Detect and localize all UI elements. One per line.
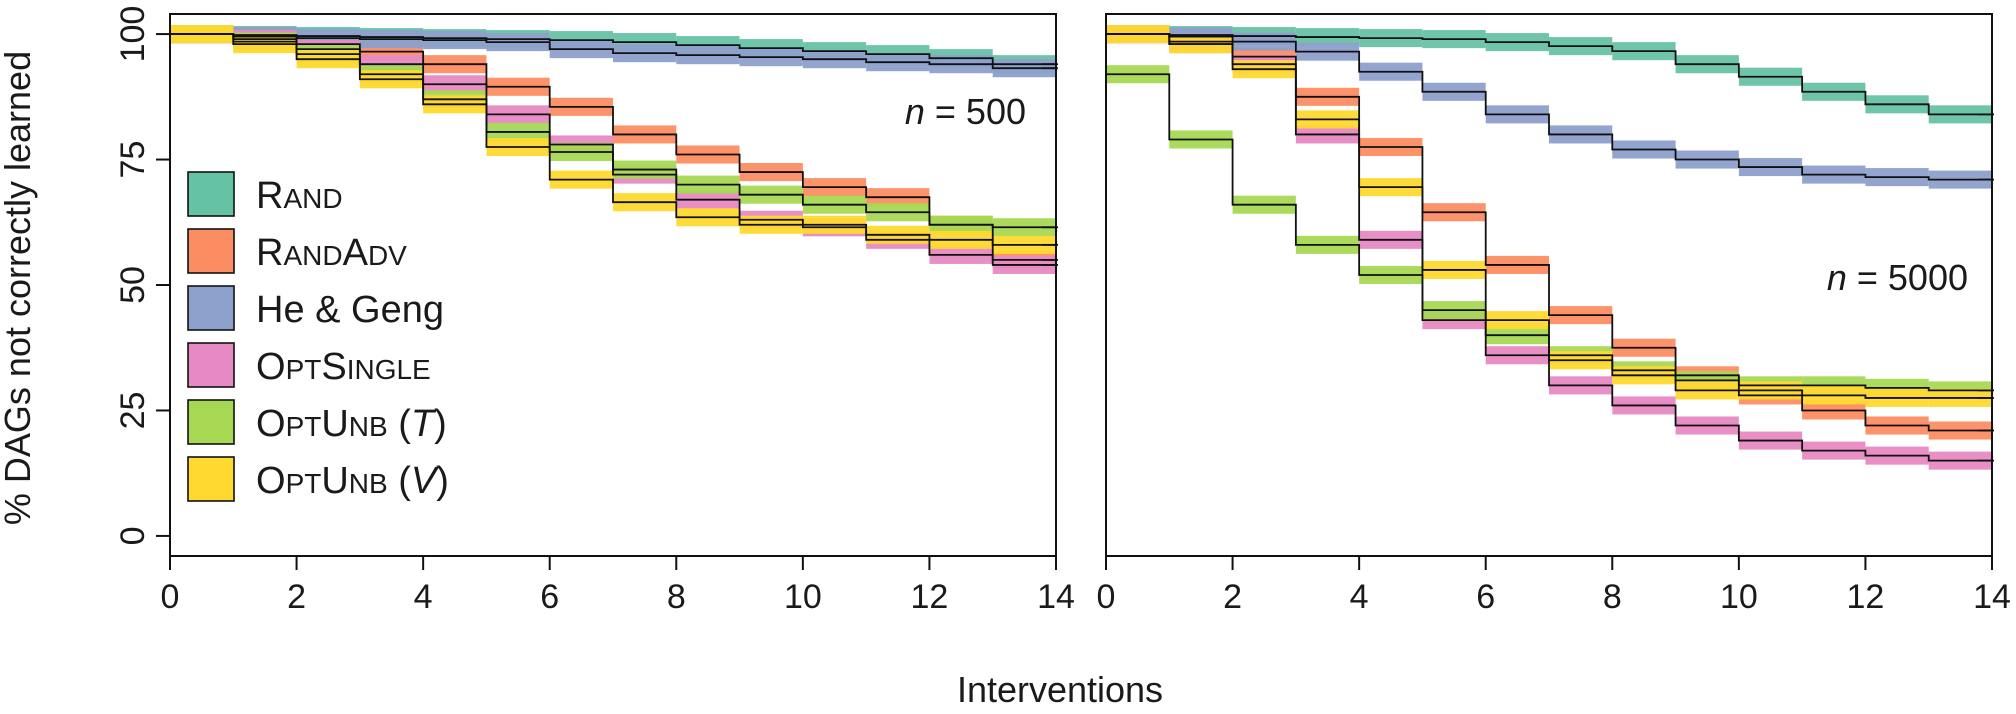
x-tick-label: 0 — [1097, 578, 1116, 616]
legend-text-part: O — [256, 460, 286, 502]
x-tick-label: 12 — [911, 578, 949, 616]
series-line-2 — [170, 33, 1056, 70]
annotation-var: n — [905, 91, 925, 132]
series-line-5 — [1106, 33, 1992, 399]
legend-text-part: PT — [286, 468, 322, 499]
series-line-1 — [1106, 33, 1992, 432]
legend-text-part: U — [321, 403, 348, 445]
y-tick-label: 100 — [114, 6, 152, 63]
sample-size-annotation: n = 5000 — [1827, 257, 1968, 298]
x-tick-label: 10 — [1720, 578, 1758, 616]
legend-swatch-5 — [187, 456, 235, 502]
x-tick-label: 14 — [1973, 578, 2011, 616]
legend-text-part: ) — [434, 403, 447, 445]
annotation-value: 5000 — [1888, 257, 1968, 298]
legend-label-5: OPTUNB (V) — [256, 460, 449, 502]
legend-text-part: A — [343, 232, 369, 274]
x-tick-label: 14 — [1037, 578, 1075, 616]
legend-text-part: AND — [283, 183, 342, 214]
x-tick-label: 4 — [1350, 578, 1369, 616]
series-line-5 — [170, 33, 1056, 246]
legend-text-part: He & Geng — [256, 289, 444, 331]
legend-text-part: R — [256, 232, 283, 274]
series-line-0 — [1106, 33, 1992, 116]
x-tick-label: 6 — [540, 578, 559, 616]
x-tick-label: 12 — [1847, 578, 1885, 616]
legend-swatch-2 — [187, 285, 235, 331]
y-tick-label: 50 — [114, 266, 152, 304]
annotation-var: n — [1827, 257, 1847, 298]
series-line-1 — [170, 33, 1056, 261]
legend-label-1: RANDADV — [256, 232, 407, 274]
y-axis-label: % DAGs not correctly learned — [0, 51, 38, 525]
legend-swatch-0 — [187, 171, 235, 217]
legend-text-part: O — [256, 403, 286, 445]
legend-swatch-1 — [187, 228, 235, 274]
legend-swatch-3 — [187, 342, 235, 388]
x-tick-label: 4 — [414, 578, 433, 616]
x-tick-label: 8 — [1603, 578, 1622, 616]
legend-text-part: AND — [283, 240, 342, 271]
x-tick-label: 6 — [1476, 578, 1495, 616]
legend-text-part: V — [411, 460, 440, 502]
legend-label-3: OPTSINGLE — [256, 346, 431, 388]
x-tick-label: 2 — [1223, 578, 1242, 616]
legend-text-part: ( — [388, 403, 412, 445]
legend-text-part: U — [321, 460, 348, 502]
y-tick-label: 0 — [114, 526, 152, 545]
legend-text-part: T — [411, 403, 437, 445]
series-line-0 — [170, 33, 1056, 66]
series-line-2 — [1106, 33, 1992, 181]
annotation-value: 500 — [966, 91, 1026, 132]
x-tick-label: 10 — [784, 578, 822, 616]
legend-text-part: DV — [368, 240, 407, 271]
x-axis-label: Interventions — [957, 669, 1163, 710]
legend-label-0: RAND — [256, 175, 343, 217]
legend-text-part: ) — [436, 460, 449, 502]
series-line-4 — [1105, 34, 1992, 392]
plot-frame — [1105, 13, 1993, 557]
legend-text-part: R — [256, 175, 283, 217]
annotation-eq: = — [925, 91, 966, 132]
x-tick-label: 2 — [287, 578, 306, 616]
legend-text-part: INGLE — [347, 354, 431, 385]
legend-text-part: NB — [349, 411, 388, 442]
y-tick-label: 75 — [114, 141, 152, 179]
annotation-eq: = — [1847, 257, 1888, 298]
legend-label-2: He & Geng — [256, 289, 444, 331]
legend-swatch-4 — [187, 399, 235, 445]
panel-right: 0 2 4 6 8 10 12 14 n = 5000 — [1097, 13, 2011, 616]
legend-text-part: S — [321, 346, 346, 388]
legend-text-part: O — [256, 346, 286, 388]
legend-label-4: OPTUNB (T) — [256, 403, 447, 445]
sample-size-annotation: n = 500 — [905, 91, 1026, 132]
legend-text-part: NB — [349, 468, 388, 499]
y-tick-label: 25 — [114, 392, 152, 430]
legend-text-part: PT — [286, 411, 322, 442]
panel-left: 0 2 4 6 8 10 12 14 0 25 50 75 100 n = 500 — [114, 6, 1075, 616]
series-line-3 — [1106, 33, 1992, 462]
legend-text-part: PT — [286, 354, 322, 385]
series-line-4 — [170, 33, 1056, 229]
x-tick-label: 8 — [667, 578, 686, 616]
legend-text-part: ( — [388, 460, 412, 502]
x-tick-label: 0 — [161, 578, 180, 616]
